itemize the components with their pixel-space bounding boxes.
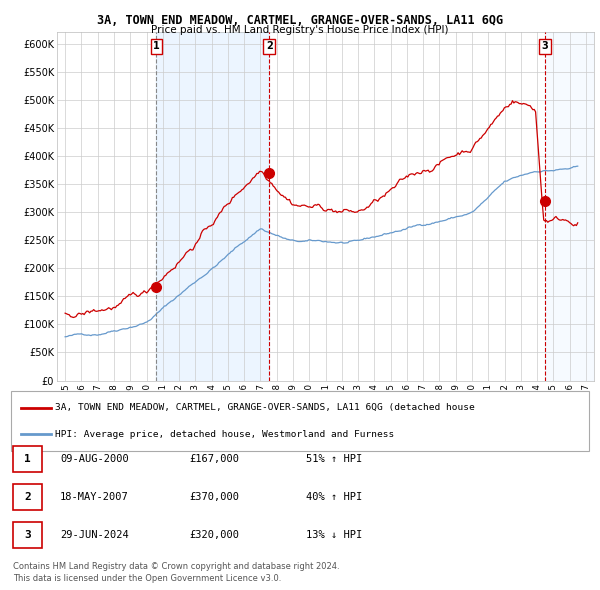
Text: 1: 1 (153, 41, 160, 51)
Text: 2: 2 (24, 492, 31, 502)
Bar (157, 32, 269, 381)
Text: £370,000: £370,000 (189, 492, 239, 502)
Text: This data is licensed under the Open Government Licence v3.0.: This data is licensed under the Open Gov… (13, 573, 281, 583)
Text: 13% ↓ HPI: 13% ↓ HPI (306, 530, 362, 540)
Text: 18-MAY-2007: 18-MAY-2007 (60, 492, 129, 502)
Text: HPI: Average price, detached house, Westmorland and Furness: HPI: Average price, detached house, West… (55, 430, 394, 439)
Text: 51% ↑ HPI: 51% ↑ HPI (306, 454, 362, 464)
Text: 3A, TOWN END MEADOW, CARTMEL, GRANGE-OVER-SANDS, LA11 6QG: 3A, TOWN END MEADOW, CARTMEL, GRANGE-OVE… (97, 14, 503, 27)
Text: 29-JUN-2024: 29-JUN-2024 (60, 530, 129, 540)
Text: 3: 3 (542, 41, 548, 51)
Text: 2: 2 (266, 41, 272, 51)
Text: 3: 3 (24, 530, 31, 540)
Text: 40% ↑ HPI: 40% ↑ HPI (306, 492, 362, 502)
Text: £320,000: £320,000 (189, 530, 239, 540)
Text: £167,000: £167,000 (189, 454, 239, 464)
Text: Price paid vs. HM Land Registry's House Price Index (HPI): Price paid vs. HM Land Registry's House … (151, 25, 449, 35)
Bar (545, 32, 594, 381)
Text: 09-AUG-2000: 09-AUG-2000 (60, 454, 129, 464)
Text: 1: 1 (24, 454, 31, 464)
Text: 3A, TOWN END MEADOW, CARTMEL, GRANGE-OVER-SANDS, LA11 6QG (detached house: 3A, TOWN END MEADOW, CARTMEL, GRANGE-OVE… (55, 403, 475, 412)
Text: Contains HM Land Registry data © Crown copyright and database right 2024.: Contains HM Land Registry data © Crown c… (13, 562, 340, 571)
